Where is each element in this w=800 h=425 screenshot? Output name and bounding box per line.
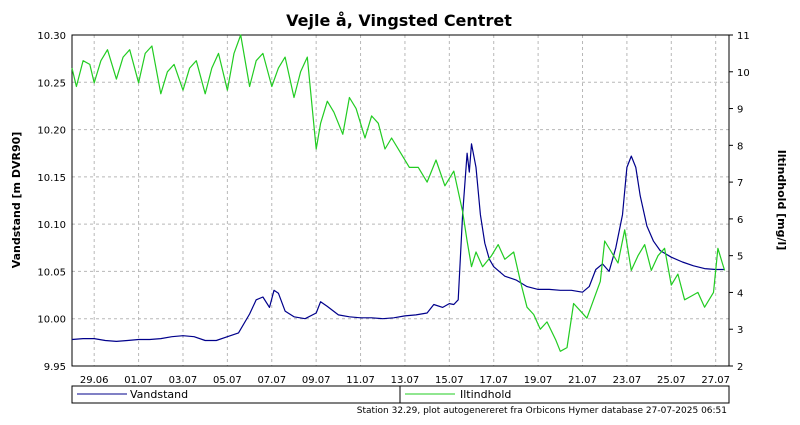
y2-axis-label: Iltindhold [mg/l] xyxy=(775,150,788,251)
y-tick-label: 10.30 xyxy=(37,31,66,42)
plot-frame xyxy=(71,34,730,367)
y2-tick-label: 10 xyxy=(737,68,750,79)
series-line-iltindhold xyxy=(71,34,726,352)
y2-tick-label: 8 xyxy=(737,141,743,152)
x-tick-label: 05.07 xyxy=(213,375,242,386)
x-tick-label: 17.07 xyxy=(479,375,508,386)
x-tick-label: 27.07 xyxy=(701,375,730,386)
x-tick-label: 19.07 xyxy=(524,375,553,386)
x-axis-ticks: 29.06 01.07 03.07 05.07 07.07 09.07 11.07 13.07… xyxy=(80,375,730,386)
x-tick-label: 01.07 xyxy=(124,375,153,386)
y2-tick-label: 3 xyxy=(737,325,743,336)
x-tick-label: 11.07 xyxy=(346,375,375,386)
x-tick-label: 23.07 xyxy=(613,375,642,386)
x-tick-label: 25.07 xyxy=(657,375,686,386)
series-line-vandstand xyxy=(71,143,725,342)
footer-note: Station 32.29, plot autogenereret fra Or… xyxy=(357,406,727,416)
right-axis-ticks: 11 10 9 8 7 6 5 4 3 2 xyxy=(729,31,750,373)
series-lines xyxy=(71,34,726,352)
y2-tick-label: 2 xyxy=(737,362,743,373)
y2-tick-label: 4 xyxy=(737,288,743,299)
x-tick-label: 07.07 xyxy=(257,375,286,386)
x-tick-label: 21.07 xyxy=(568,375,597,386)
legend-label-vandstand: Vandstand xyxy=(130,388,188,401)
y-axis-label: Vandstand [m DVR90] xyxy=(10,132,23,269)
y-tick-label: 10.05 xyxy=(37,267,66,278)
y2-tick-label: 7 xyxy=(737,178,743,189)
x-tick-label: 13.07 xyxy=(391,375,420,386)
y-tick-label: 10.00 xyxy=(37,315,66,326)
legend-label-iltindhold: Iltindhold xyxy=(460,388,511,401)
left-axis-ticks: 10.30 10.25 10.20 10.15 10.10 10.05 10.00 9.95 xyxy=(37,31,66,373)
x-tick-label: 15.07 xyxy=(435,375,464,386)
y2-tick-label: 5 xyxy=(737,252,743,263)
y-tick-label: 10.10 xyxy=(37,220,66,231)
y2-tick-label: 11 xyxy=(737,31,750,42)
x-tick-label: 09.07 xyxy=(302,375,331,386)
y-tick-label: 9.95 xyxy=(44,362,66,373)
x-tick-label: 03.07 xyxy=(169,375,198,386)
y-tick-label: 10.15 xyxy=(37,173,66,184)
y-tick-label: 10.20 xyxy=(37,126,66,137)
y-tick-label: 10.25 xyxy=(37,78,66,89)
y2-tick-label: 9 xyxy=(737,105,743,116)
y2-tick-label: 6 xyxy=(737,215,743,226)
chart-title: Vejle å, Vingsted Centret xyxy=(286,11,512,30)
legend: Vandstand Iltindhold xyxy=(71,385,730,404)
x-tick-label: 29.06 xyxy=(80,375,109,386)
